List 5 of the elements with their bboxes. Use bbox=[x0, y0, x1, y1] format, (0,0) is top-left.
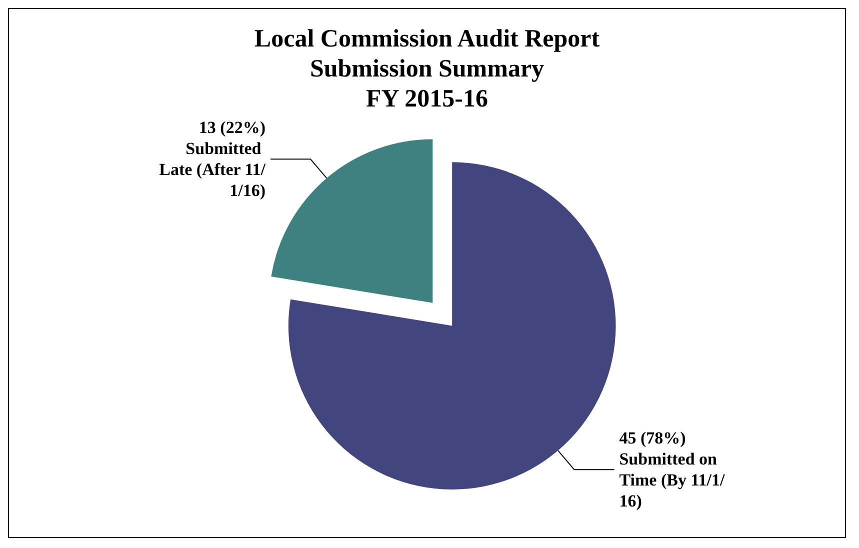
chart-title: Local Commission Audit Report Submission Summary FY 2015-16 bbox=[254, 26, 600, 112]
slice-label: Submitted Late (After 11/1/16) bbox=[159, 139, 266, 200]
slice-label: Submitted on Time (By 11/1/16) bbox=[619, 450, 725, 511]
data-label: 45 (78%) bbox=[619, 428, 686, 448]
data-label: 13 (22%) bbox=[198, 118, 266, 138]
